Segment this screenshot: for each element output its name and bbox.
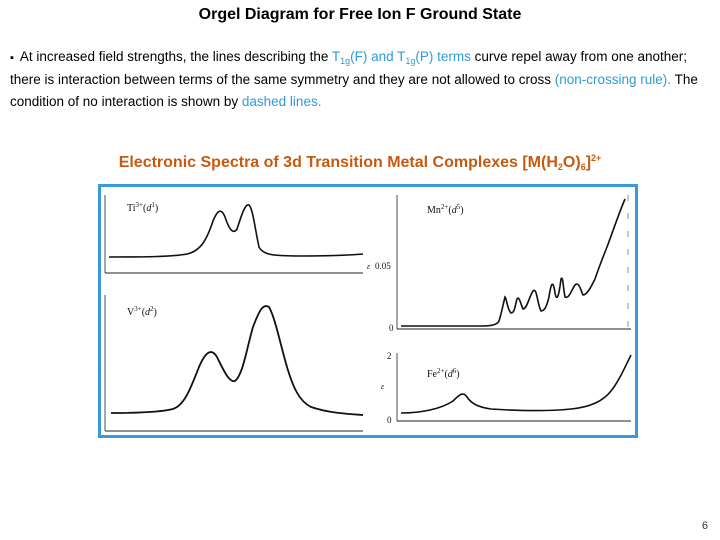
v-y-zero-label: 0 <box>101 425 102 435</box>
ti-y-zero-label: 0 <box>101 267 102 277</box>
mn-y-mid-label: 0.05 <box>375 261 391 271</box>
spectra-svg: 5 0 ε Ti3+(d1) 5 0 ε V3+(d2) 0.05 0 ε Mn… <box>101 195 632 435</box>
dashed-lines-term: dashed lines. <box>241 94 322 109</box>
ti-y-top-label: 5 <box>101 203 102 213</box>
bullet-marker: ▪ <box>10 52 14 64</box>
term-t1g-f: T1g(F) and T1g(P) terms <box>331 49 471 66</box>
non-crossing-rule: (non-crossing rule). <box>554 72 672 87</box>
fe-spectrum-curve <box>400 354 632 414</box>
mn-ion-label: Mn2+(d5) <box>427 203 464 216</box>
v-ion-label: V3+(d2) <box>127 305 157 318</box>
bullet-text-1: At increased field strengths, the lines … <box>19 49 332 64</box>
fe-axis-var: ε <box>381 382 385 391</box>
bullet-text-3: The condition of no interaction is shown… <box>10 72 698 109</box>
spectrum-panel-mn: 0.05 0 ε Mn2+(d5) <box>367 195 631 333</box>
ti-ion-label: Ti3+(d1) <box>127 201 158 214</box>
mn-y-zero-label: 0 <box>389 323 394 333</box>
section-heading: Electronic Spectra of 3d Transition Meta… <box>118 153 602 172</box>
v-spectrum-curve <box>110 305 364 416</box>
spectrum-panel-fe: 2 0 ε Fe2+(d6) <box>381 351 632 425</box>
ti-spectrum-curve <box>108 204 364 258</box>
spectrum-panel-v: 5 0 ε V3+(d2) <box>101 295 364 435</box>
bullet-paragraph: ▪ At increased field strengths, the lines… <box>10 46 710 113</box>
fe-y-top-label: 2 <box>387 351 392 361</box>
slide-title: Orgel Diagram for Free Ion F Ground Stat… <box>198 6 522 23</box>
bullet-text-2: curve repel away from one another; there… <box>10 49 688 87</box>
mn-spectrum-curve <box>401 198 626 327</box>
spectra-figure: 5 0 ε Ti3+(d1) 5 0 ε V3+(d2) 0.05 0 ε Mn… <box>98 184 638 438</box>
v-y-mid-label: 5 <box>101 363 102 373</box>
fe-ion-label: Fe2+(d6) <box>427 367 460 380</box>
spectrum-panel-ti: 5 0 ε Ti3+(d1) <box>101 195 364 277</box>
mn-axis-var: ε <box>367 262 371 271</box>
page-number: 6 <box>701 520 708 532</box>
fe-y-zero-label: 0 <box>387 415 392 425</box>
